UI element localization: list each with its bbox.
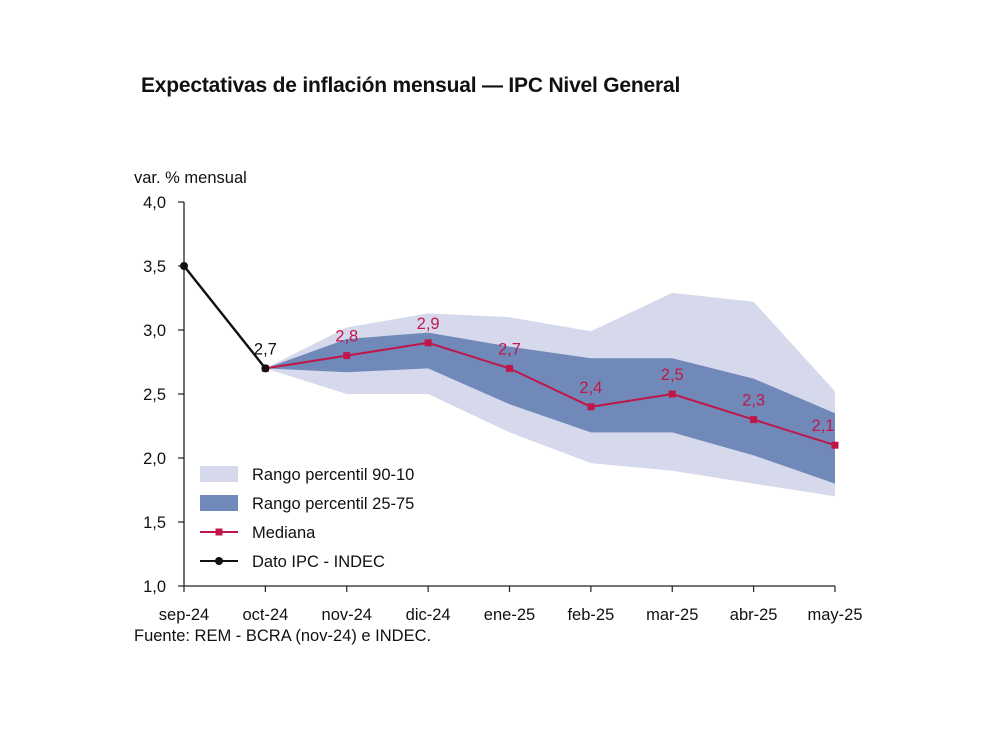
ipc-line <box>183 265 267 370</box>
source-note: Fuente: REM - BCRA (nov-24) e INDEC. <box>134 627 432 645</box>
legend-label: Dato IPC - INDEC <box>252 553 385 571</box>
median-data-label: 2,9 <box>417 315 440 333</box>
chart-title: Expectativas de inflación mensual — IPC … <box>141 74 681 97</box>
legend-label: Mediana <box>252 524 316 542</box>
y-tick-label: 1,0 <box>143 578 166 596</box>
legend-marker <box>215 557 223 565</box>
legend-marker <box>215 528 223 536</box>
y-tick-label: 1,5 <box>143 514 166 532</box>
x-tick-label: dic-24 <box>406 606 451 624</box>
median-line <box>265 341 836 447</box>
median-data-label: 2,1 <box>812 417 835 435</box>
median-point <box>750 416 758 424</box>
y-tick-label: 4,0 <box>143 194 166 212</box>
band-p25-75 <box>265 332 835 484</box>
median-data-label: 2,3 <box>742 392 765 410</box>
median-point <box>424 339 432 347</box>
legend-swatch <box>200 466 238 482</box>
median-point <box>343 352 351 360</box>
y-axis-title: var. % mensual <box>134 169 247 187</box>
median-point <box>668 390 676 398</box>
x-tick-label: abr-25 <box>730 606 778 624</box>
median-point <box>587 403 595 411</box>
y-tick-label: 2,5 <box>143 386 166 404</box>
x-tick-label: sep-24 <box>159 606 209 624</box>
median-point <box>831 441 839 449</box>
legend-label: Rango percentil 90-10 <box>252 466 414 484</box>
x-tick-label: oct-24 <box>242 606 288 624</box>
legend-swatch <box>200 495 238 511</box>
x-tick-label: nov-24 <box>322 606 372 624</box>
y-tick-label: 3,5 <box>143 258 166 276</box>
y-tick-label: 3,0 <box>143 322 166 340</box>
legend-label: Rango percentil 25-75 <box>252 495 414 513</box>
x-tick-label: may-25 <box>807 606 862 624</box>
x-tick-label: mar-25 <box>646 606 698 624</box>
median-data-label: 2,7 <box>498 340 521 358</box>
y-tick-label: 2,0 <box>143 450 166 468</box>
ipc-point <box>180 262 188 270</box>
median-point <box>506 364 513 372</box>
median-data-label: 2,5 <box>661 366 684 384</box>
ipc-data-label: 2,7 <box>254 340 277 358</box>
median-data-label: 2,8 <box>335 328 358 346</box>
median-data-label: 2,4 <box>579 379 602 397</box>
x-tick-label: feb-25 <box>567 606 614 624</box>
ipc-point <box>261 364 270 373</box>
x-tick-label: ene-25 <box>484 606 535 624</box>
